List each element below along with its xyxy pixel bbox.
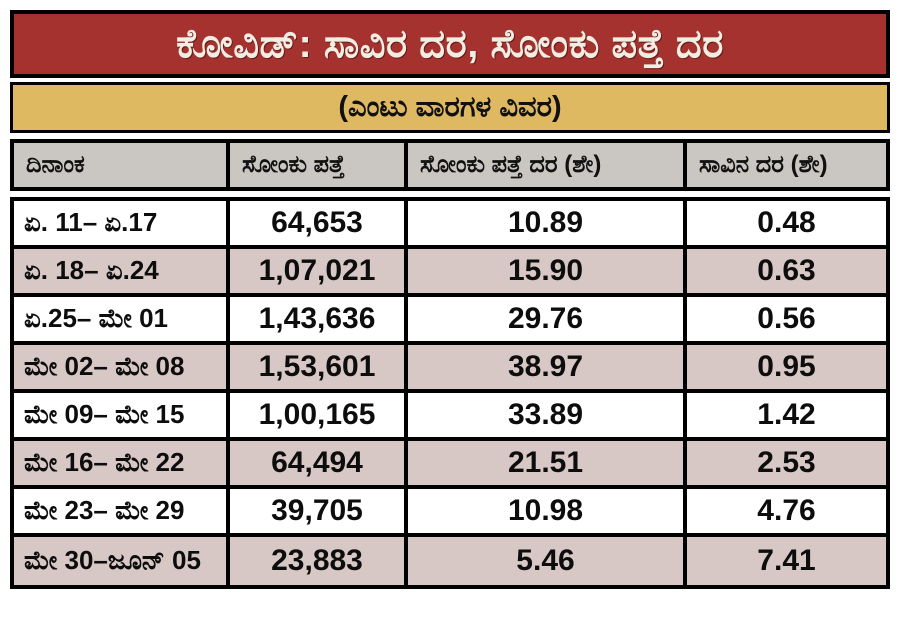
column-header-death-rate: ಸಾವಿನ ದರ (ಶೇ) xyxy=(699,151,828,178)
column-header-detection-rate: ಸೋಂಕು ಪತ್ತೆ ದರ (ಶೇ) xyxy=(408,143,687,187)
data-grid: ಏ. 11– ಏ.17 64,653 10.89 0.48 ಏ. 18– ಏ.2… xyxy=(10,197,890,589)
cases-cell: 1,43,636 xyxy=(230,297,408,345)
date-cell: ಏ.25– ಮೇ 01 xyxy=(14,297,230,345)
death-rate-cell: 2.53 xyxy=(687,441,886,489)
infographic: ಕೋವಿಡ್: ಸಾವಿರ ದರ, ಸೋಂಕು ಪತ್ತೆ ದರ (ಎಂಟು ವ… xyxy=(10,10,890,589)
detection-rate-cell: 10.98 xyxy=(408,489,687,537)
cases-cell: 64,494 xyxy=(230,441,408,489)
detection-rate-cell: 33.89 xyxy=(408,393,687,441)
death-rate-cell: 4.76 xyxy=(687,489,886,537)
subtitle-band: (ಎಂಟು ವಾರಗಳ ವಿವರ) xyxy=(10,82,890,133)
death-rate-cell: 0.95 xyxy=(687,345,886,393)
date-cell: ಮೇ 23– ಮೇ 29 xyxy=(14,489,230,537)
title-banner: ಕೋವಿಡ್: ಸಾವಿರ ದರ, ಸೋಂಕು ಪತ್ತೆ ದರ xyxy=(10,10,890,78)
detection-rate-cell: 15.90 xyxy=(408,249,687,297)
death-rate-cell: 0.63 xyxy=(687,249,886,297)
cases-cell: 23,883 xyxy=(230,537,408,585)
detection-rate-cell: 21.51 xyxy=(408,441,687,489)
date-cell: ಮೇ 16– ಮೇ 22 xyxy=(14,441,230,489)
cases-cell: 1,00,165 xyxy=(230,393,408,441)
detection-rate-cell: 5.46 xyxy=(408,537,687,585)
detection-rate-cell: 38.97 xyxy=(408,345,687,393)
table-header-row: ದಿನಾಂಕ ಸೋಂಕು ಪತ್ತೆ ಸೋಂಕು ಪತ್ತೆ ದರ (ಶೇ) ಸ… xyxy=(10,139,890,191)
date-cell: ಮೇ 30–ಜೂನ್ 05 xyxy=(14,537,230,585)
detection-rate-cell: 29.76 xyxy=(408,297,687,345)
death-rate-cell: 0.56 xyxy=(687,297,886,345)
death-rate-cell: 0.48 xyxy=(687,201,886,249)
date-cell: ಮೇ 09– ಮೇ 15 xyxy=(14,393,230,441)
date-cell: ಏ. 18– ಏ.24 xyxy=(14,249,230,297)
death-rate-cell: 7.41 xyxy=(687,537,886,585)
page-title: ಕೋವಿಡ್: ಸಾವಿರ ದರ, ಸೋಂಕು ಪತ್ತೆ ದರ xyxy=(176,21,724,66)
cases-cell: 1,53,601 xyxy=(230,345,408,393)
death-rate-cell: 1.42 xyxy=(687,393,886,441)
cases-cell: 1,07,021 xyxy=(230,249,408,297)
subtitle-text: (ಎಂಟು ವಾರಗಳ ವಿವರ) xyxy=(338,91,562,123)
cases-cell: 64,653 xyxy=(230,201,408,249)
column-header-cases-detected: ಸೋಂಕು ಪತ್ತೆ xyxy=(230,143,408,187)
date-cell: ಏ. 11– ಏ.17 xyxy=(14,201,230,249)
detection-rate-cell: 10.89 xyxy=(408,201,687,249)
column-header-date: ದಿನಾಂಕ xyxy=(14,143,230,187)
date-cell: ಮೇ 02– ಮೇ 08 xyxy=(14,345,230,393)
cases-cell: 39,705 xyxy=(230,489,408,537)
